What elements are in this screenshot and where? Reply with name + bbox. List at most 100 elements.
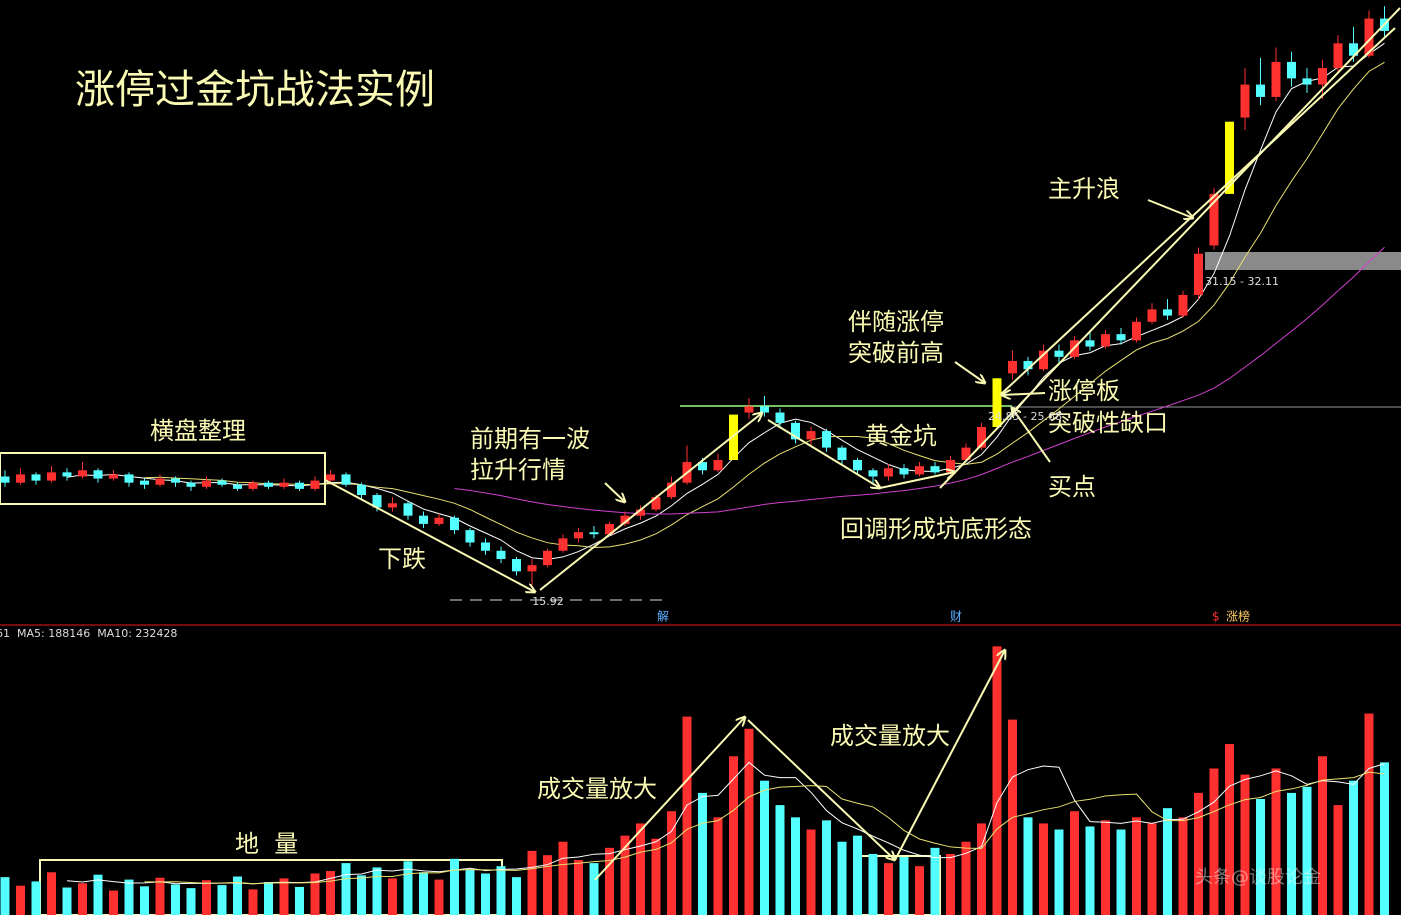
candle-body [884, 468, 893, 477]
candle-body [698, 462, 707, 471]
candle-body [248, 482, 258, 489]
candle-body [1147, 309, 1157, 322]
volume-bar [961, 841, 971, 915]
candle-body [93, 470, 103, 479]
candle-body [465, 530, 475, 543]
candle-body [419, 515, 428, 524]
volume-bar [589, 863, 599, 915]
volume-bar [233, 876, 242, 915]
arrow [767, 419, 880, 488]
moving-average [144, 771, 1385, 885]
candle-body [1132, 321, 1141, 341]
volume-bar [1318, 756, 1327, 915]
candle-body [1023, 360, 1033, 370]
candle-body [1178, 294, 1188, 316]
volume-bar [915, 866, 924, 915]
candle-body [915, 466, 924, 475]
volume-bar [620, 835, 630, 915]
plot [0, 6, 1389, 915]
volume-bar [202, 880, 211, 915]
candle-body [31, 474, 41, 481]
candle-body [1194, 253, 1203, 295]
volume-legend: 61 MA5: 188146 MA10: 232428 [0, 627, 177, 640]
volume-bar [1287, 792, 1296, 915]
consolidation-box [0, 452, 326, 505]
candle-body [1271, 61, 1281, 97]
event-label: 涨榜 [1226, 609, 1250, 624]
volume-bar [140, 886, 149, 915]
volume-bar [450, 858, 459, 915]
volume-bar [1132, 817, 1141, 915]
volume-bar [357, 875, 366, 915]
candle-body [233, 484, 242, 489]
annotation: 主升浪 [1048, 175, 1120, 203]
candle-body [140, 480, 149, 485]
volume-bar [853, 835, 862, 915]
candle-body [713, 459, 723, 471]
volume-bar [310, 873, 320, 915]
volume-bar [791, 817, 800, 915]
candle-body [1318, 68, 1327, 85]
volume-bar [109, 890, 118, 915]
candle-body [806, 431, 816, 440]
volume-bar [62, 887, 72, 915]
volume-bar [1101, 820, 1110, 915]
candle-body [977, 426, 986, 448]
volume-bar [868, 853, 878, 915]
candle-body [853, 459, 862, 471]
volume-bar [543, 855, 552, 915]
candle-body [667, 482, 676, 498]
candle-body [1302, 78, 1312, 85]
volume-bar [760, 780, 769, 915]
annotation: 突破前高 [848, 339, 944, 367]
volume-bar [512, 877, 521, 915]
annotation: 突破性缺口 [1048, 409, 1168, 437]
candle-body [202, 480, 211, 487]
candle-body [310, 480, 320, 489]
volume-bar [1023, 817, 1033, 915]
arrow [324, 479, 535, 592]
volume-bar [326, 871, 335, 915]
candle-body [16, 474, 25, 483]
candle-body [558, 538, 568, 551]
volume-bar [822, 820, 831, 915]
candle-body [1163, 309, 1172, 316]
trend-line [999, 27, 1396, 396]
arrow [1147, 199, 1193, 218]
volume-bar [0, 877, 10, 915]
candle-body [651, 497, 661, 510]
event-label: 财 [950, 610, 962, 624]
candle-body [1256, 84, 1265, 97]
volume-bar [295, 886, 304, 915]
candle-body [1364, 18, 1374, 56]
annotation: 买点 [1048, 473, 1096, 501]
arrow [954, 361, 985, 383]
volume-bar [47, 872, 56, 915]
volume-bar [264, 882, 273, 915]
candle-body [1349, 43, 1358, 56]
volume-bar [78, 883, 87, 915]
volume-bar [977, 823, 986, 915]
candle-body [1054, 350, 1064, 357]
volume-bar [713, 817, 723, 915]
volume-bar [1380, 762, 1389, 915]
volume-bar [217, 885, 227, 915]
volume-bar [992, 646, 1002, 915]
candle-body [388, 503, 397, 508]
arrow [894, 650, 1005, 861]
candle-body [729, 414, 738, 460]
volume-bar [1209, 768, 1219, 915]
candle-body [1225, 121, 1234, 194]
candle-body [1240, 84, 1250, 118]
moving-average [454, 246, 1385, 515]
volume-bar [16, 885, 25, 915]
candle-body [47, 472, 56, 481]
volume-bar [341, 863, 351, 915]
volume-bar [419, 872, 428, 915]
candle-body [1287, 61, 1296, 79]
candle-body [264, 482, 273, 487]
volume-bar [775, 805, 785, 915]
volume-bar [1302, 786, 1312, 915]
candle-body [1116, 334, 1126, 341]
candle-body [1039, 350, 1048, 370]
